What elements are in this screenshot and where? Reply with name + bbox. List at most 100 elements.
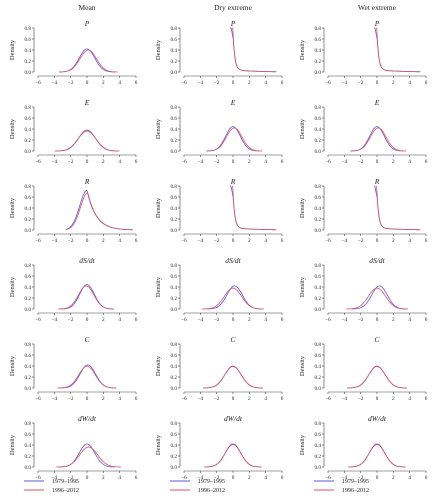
y-tick-label: 0.6	[315, 353, 322, 359]
series-line-1979-1995	[350, 126, 404, 152]
y-tick-label: 0.8	[171, 105, 178, 111]
x-tick-label: 0	[376, 80, 379, 86]
y-tick-label: 0.4	[25, 285, 32, 291]
y-axis-label: Density	[9, 197, 16, 218]
x-tick-label: 2	[392, 396, 395, 402]
x-tick-label: 0	[376, 159, 379, 165]
y-tick-label: 0.2	[315, 454, 322, 460]
x-tick-label: 4	[264, 396, 267, 402]
x-tick-label: −6	[35, 238, 41, 244]
x-tick-label: 2	[248, 80, 251, 86]
x-tick-label: −6	[325, 80, 331, 86]
x-tick-label: 2	[392, 475, 395, 481]
y-axis-label: Density	[9, 355, 16, 376]
y-tick-label: 0.4	[171, 285, 178, 291]
x-tick-label: 4	[118, 159, 121, 165]
x-tick-label: 2	[248, 475, 251, 481]
y-tick-label: 0.0	[171, 307, 178, 313]
y-tick-label: 0.6	[171, 353, 178, 359]
y-tick-label: 0.8	[25, 342, 32, 348]
y-tick-label: 0.6	[315, 116, 322, 122]
x-tick-label: −6	[325, 159, 331, 165]
column-title: Dry extreme	[214, 3, 252, 12]
x-tick-label: 2	[248, 238, 251, 244]
y-tick-label: 0.0	[171, 465, 178, 471]
y-tick-label: 0.2	[315, 296, 322, 302]
y-tick-label: 0.6	[315, 432, 322, 438]
y-axis-label: Density	[9, 39, 16, 60]
column-title: Wet extreme	[358, 3, 397, 12]
y-tick-label: 0.4	[315, 127, 322, 133]
y-tick-label: 0.2	[25, 138, 32, 144]
y-tick-label: 0.4	[315, 443, 322, 449]
y-tick-label: 0.0	[171, 228, 178, 234]
panel-label: R	[374, 177, 380, 186]
x-tick-label: −4	[52, 475, 58, 481]
y-tick-label: 0.6	[25, 353, 32, 359]
x-tick-label: −2	[358, 317, 364, 323]
x-tick-label: −6	[181, 238, 187, 244]
y-tick-label: 0.4	[25, 127, 32, 133]
series-line-1996-2012	[56, 446, 121, 468]
series-line-1979-1995	[205, 443, 261, 468]
y-tick-label: 0.2	[315, 375, 322, 381]
x-tick-label: 6	[135, 80, 138, 86]
y-tick-label: 0.4	[171, 206, 178, 212]
x-tick-label: 2	[102, 159, 105, 165]
x-tick-label: 0	[232, 317, 235, 323]
x-tick-label: −6	[325, 396, 331, 402]
panel-label: P	[84, 19, 90, 28]
y-tick-label: 0.0	[25, 465, 32, 471]
x-tick-label: 0	[86, 396, 89, 402]
y-tick-label: 0.2	[171, 375, 178, 381]
y-tick-label: 0.2	[25, 217, 32, 223]
y-tick-label: 0.0	[171, 386, 178, 392]
x-tick-label: −6	[325, 238, 331, 244]
y-tick-label: 0.2	[171, 217, 178, 223]
y-tick-label: 0.0	[25, 386, 32, 392]
x-tick-label: −4	[342, 396, 348, 402]
y-tick-label: 0.8	[315, 263, 322, 269]
panel-label: E	[374, 98, 380, 107]
y-tick-label: 0.4	[315, 364, 322, 370]
x-tick-label: −4	[52, 80, 58, 86]
x-tick-label: −2	[214, 475, 220, 481]
x-tick-label: −4	[198, 80, 204, 86]
x-tick-label: 0	[86, 475, 89, 481]
y-tick-label: 0.0	[315, 386, 322, 392]
panel-label: C	[84, 335, 90, 344]
series-line-1996-2012	[346, 287, 408, 310]
x-tick-label: −2	[358, 238, 364, 244]
x-tick-label: −2	[214, 159, 220, 165]
y-tick-label: 0.6	[171, 195, 178, 201]
x-tick-label: −6	[325, 317, 331, 323]
x-tick-label: −4	[52, 396, 58, 402]
panel-label: C	[374, 335, 380, 344]
legend-label: 1996–2012	[342, 488, 369, 494]
y-tick-label: 0.8	[171, 263, 178, 269]
panel-label: C	[230, 335, 236, 344]
series-line-1979-1995	[230, 185, 277, 231]
x-tick-label: 4	[408, 317, 411, 323]
y-tick-label: 0.8	[25, 421, 32, 427]
y-tick-label: 0.6	[171, 116, 178, 122]
series-line-1979-1995	[60, 284, 114, 310]
x-tick-label: 0	[232, 80, 235, 86]
y-tick-label: 0.6	[25, 116, 32, 122]
series-line-1996-2012	[350, 127, 407, 152]
x-tick-label: −6	[35, 396, 41, 402]
y-tick-label: 0.2	[171, 454, 178, 460]
x-tick-label: 0	[86, 238, 89, 244]
x-tick-label: 4	[264, 80, 267, 86]
y-tick-label: 0.8	[315, 184, 322, 190]
y-tick-label: 0.0	[315, 307, 322, 313]
series-line-1996-2012	[206, 127, 263, 152]
panel-label: dS/dt	[369, 256, 385, 265]
y-tick-label: 0.4	[315, 48, 322, 54]
x-tick-label: −4	[342, 80, 348, 86]
legend-label: 1996–2012	[52, 488, 79, 494]
y-tick-label: 0.8	[171, 342, 178, 348]
y-tick-label: 0.2	[25, 59, 32, 65]
y-tick-label: 0.4	[315, 206, 322, 212]
x-tick-label: −6	[181, 317, 187, 323]
